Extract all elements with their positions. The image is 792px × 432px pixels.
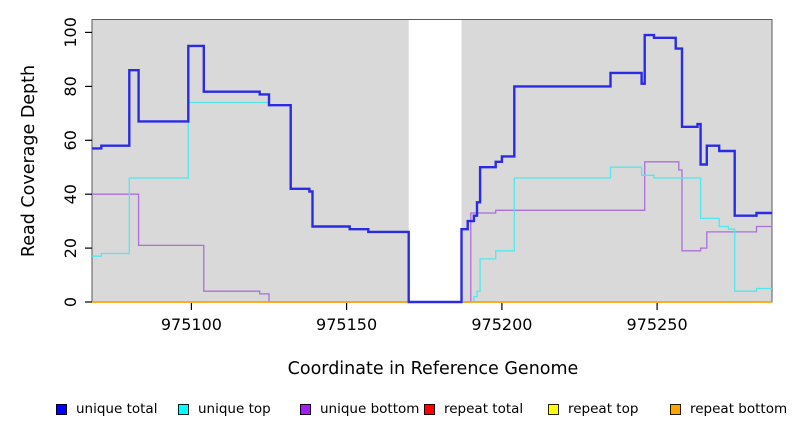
legend-label: repeat total xyxy=(444,401,524,417)
legend-label: unique total xyxy=(76,401,158,417)
legend-item-repeat-top: repeat top xyxy=(548,399,638,419)
legend-item-repeat-total: repeat total xyxy=(424,399,523,419)
legend-item-repeat-bottom: repeat bottom xyxy=(670,399,787,419)
masked-region-rect xyxy=(408,19,462,302)
y-tick-label: 100 xyxy=(61,17,80,48)
legend-label: unique bottom xyxy=(320,401,420,417)
axes: 975100 975150 975200 975250 0 20 40 60 80 100 xyxy=(61,17,688,334)
x-tick-label: 975200 xyxy=(471,315,532,334)
legend-swatch-unique-total xyxy=(56,403,67,415)
legend-swatch-repeat-total xyxy=(424,403,435,415)
series-line-unique-total xyxy=(92,33,772,304)
y-tick-label: 80 xyxy=(61,76,80,96)
legend-swatch-repeat-bottom xyxy=(670,403,681,415)
y-axis-label: Read Coverage Depth xyxy=(19,65,39,257)
y-tick-label: 0 xyxy=(61,297,80,307)
plot-area xyxy=(91,19,773,303)
legend-item-unique-bottom: unique bottom xyxy=(300,399,419,419)
series-line-unique-bottom xyxy=(92,161,772,303)
x-tick-label: 975100 xyxy=(161,315,222,334)
series-lines xyxy=(92,33,772,304)
legend-item-unique-top: unique top xyxy=(178,399,271,419)
coverage-plot-svg: 975100 975150 975200 975250 0 20 40 60 80 100 Rea… xyxy=(19,17,773,379)
legend-item-unique-total: unique total xyxy=(56,399,157,419)
y-tick-label: 60 xyxy=(61,130,80,150)
legend-label: repeat bottom xyxy=(690,401,788,417)
legend-swatch-unique-bottom xyxy=(300,403,311,415)
legend-swatch-unique-top xyxy=(178,403,189,415)
y-tick-label: 20 xyxy=(61,238,80,258)
x-tick-label: 975150 xyxy=(316,315,377,334)
x-tick-label: 975250 xyxy=(627,315,688,334)
legend-label: unique top xyxy=(198,401,271,417)
legend-label: repeat top xyxy=(568,401,639,417)
x-axis-label: Coordinate in Reference Genome xyxy=(288,359,579,379)
legend-swatch-repeat-top xyxy=(548,403,559,415)
y-tick-label: 40 xyxy=(61,184,80,204)
chart-legend: unique total unique top unique bottom repea… xyxy=(0,399,792,423)
